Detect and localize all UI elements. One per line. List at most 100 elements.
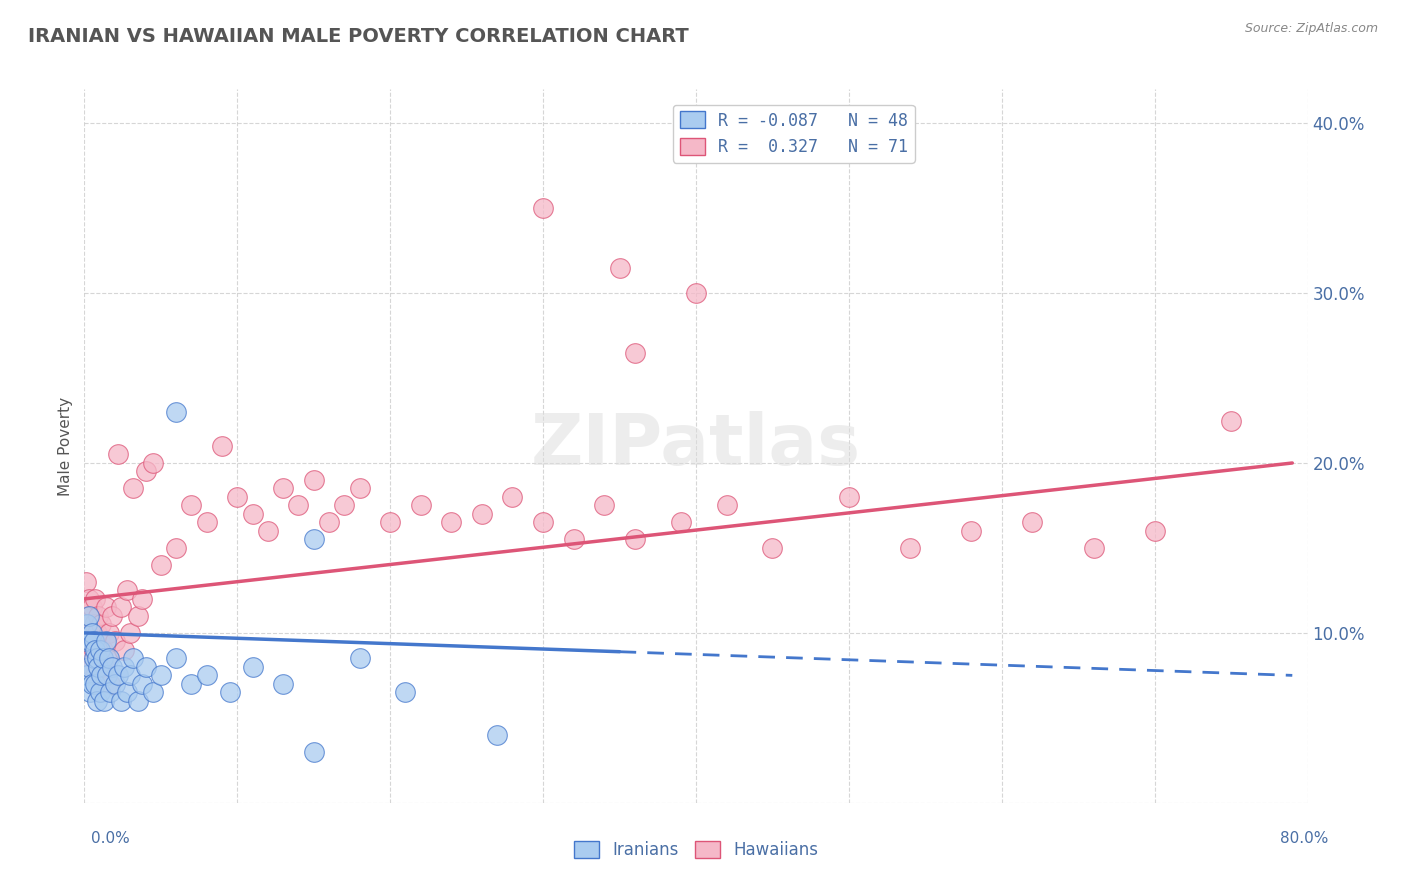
Point	[80, 660, 103, 674]
Point	[211, 439, 233, 453]
Point	[226, 490, 249, 504]
Point	[127, 694, 149, 708]
Legend: Iranians, Hawaiians: Iranians, Hawaiians	[567, 834, 825, 866]
Point	[562, 533, 585, 547]
Point	[94, 600, 117, 615]
Point	[77, 651, 100, 665]
Point	[96, 668, 118, 682]
Point	[75, 574, 97, 589]
Point	[83, 651, 105, 665]
Point	[76, 617, 98, 632]
Point	[242, 660, 264, 674]
Y-axis label: Male Poverty: Male Poverty	[58, 396, 73, 496]
Point	[195, 668, 218, 682]
Point	[101, 608, 124, 623]
Point	[86, 651, 108, 665]
Point	[110, 694, 132, 708]
Point	[86, 694, 108, 708]
Point	[89, 685, 111, 699]
Point	[318, 516, 340, 530]
Point	[531, 201, 554, 215]
Point	[302, 473, 325, 487]
Point	[898, 541, 921, 555]
Point	[394, 685, 416, 699]
Point	[90, 668, 112, 682]
Point	[135, 660, 157, 674]
Point	[112, 643, 135, 657]
Point	[93, 694, 115, 708]
Point	[409, 499, 432, 513]
Point	[242, 507, 264, 521]
Point	[716, 499, 738, 513]
Point	[89, 643, 111, 657]
Point	[142, 456, 165, 470]
Point	[165, 405, 187, 419]
Point	[1143, 524, 1166, 538]
Point	[127, 608, 149, 623]
Point	[79, 608, 101, 623]
Point	[149, 668, 172, 682]
Point	[104, 677, 127, 691]
Point	[86, 626, 108, 640]
Point	[531, 516, 554, 530]
Point	[96, 651, 118, 665]
Point	[122, 651, 145, 665]
Point	[98, 677, 121, 691]
Text: 0.0%: 0.0%	[91, 831, 131, 846]
Point	[80, 600, 103, 615]
Point	[83, 643, 105, 657]
Point	[87, 660, 110, 674]
Point	[960, 524, 983, 538]
Text: 80.0%: 80.0%	[1281, 831, 1329, 846]
Point	[89, 668, 111, 682]
Point	[1083, 541, 1105, 555]
Point	[135, 465, 157, 479]
Point	[761, 541, 783, 555]
Point	[131, 677, 153, 691]
Point	[84, 591, 107, 606]
Point	[471, 507, 494, 521]
Point	[149, 558, 172, 572]
Point	[349, 482, 371, 496]
Point	[115, 583, 138, 598]
Point	[669, 516, 692, 530]
Point	[165, 541, 187, 555]
Point	[91, 643, 114, 657]
Point	[1220, 413, 1243, 427]
Point	[97, 651, 120, 665]
Point	[80, 626, 103, 640]
Point	[380, 516, 402, 530]
Point	[624, 345, 647, 359]
Point	[79, 685, 101, 699]
Point	[120, 668, 142, 682]
Point	[142, 685, 165, 699]
Point	[80, 677, 103, 691]
Point	[624, 533, 647, 547]
Text: Source: ZipAtlas.com: Source: ZipAtlas.com	[1244, 22, 1378, 36]
Point	[440, 516, 463, 530]
Point	[302, 533, 325, 547]
Point	[107, 668, 129, 682]
Point	[349, 651, 371, 665]
Point	[112, 660, 135, 674]
Point	[76, 600, 98, 615]
Point	[84, 643, 107, 657]
Point	[593, 499, 616, 513]
Point	[83, 634, 105, 648]
Point	[93, 660, 115, 674]
Point	[685, 286, 707, 301]
Point	[165, 651, 187, 665]
Point	[91, 651, 114, 665]
Point	[83, 617, 105, 632]
Point	[90, 617, 112, 632]
Point	[107, 448, 129, 462]
Point	[97, 626, 120, 640]
Point	[94, 634, 117, 648]
Point	[79, 634, 101, 648]
Point	[838, 490, 860, 504]
Point	[257, 524, 280, 538]
Point	[84, 668, 107, 682]
Point	[1021, 516, 1043, 530]
Point	[76, 668, 98, 682]
Point	[302, 745, 325, 759]
